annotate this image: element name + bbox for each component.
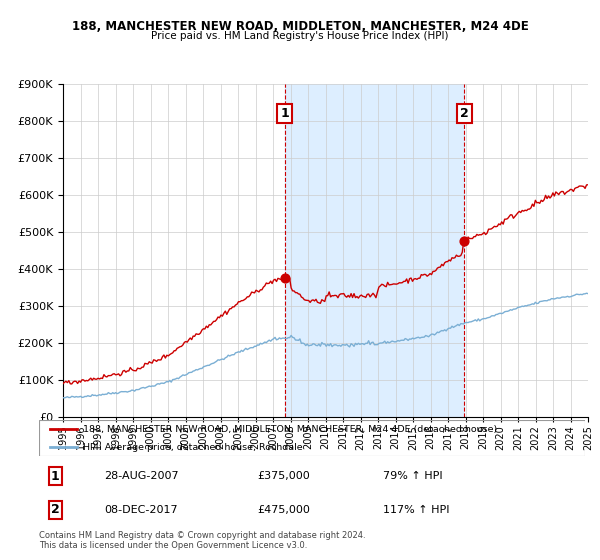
Text: 188, MANCHESTER NEW ROAD, MIDDLETON, MANCHESTER, M24 4DE: 188, MANCHESTER NEW ROAD, MIDDLETON, MAN…: [71, 20, 529, 32]
Text: 1: 1: [280, 107, 289, 120]
Text: 117% ↑ HPI: 117% ↑ HPI: [383, 505, 449, 515]
Text: 1: 1: [51, 469, 60, 483]
Point: [459, 237, 469, 246]
Text: HPI: Average price, detached house, Rochdale: HPI: Average price, detached house, Roch…: [83, 443, 302, 452]
Text: 2: 2: [51, 503, 60, 516]
Text: 188, MANCHESTER NEW ROAD, MIDDLETON, MANCHESTER, M24 4DE (detached house): 188, MANCHESTER NEW ROAD, MIDDLETON, MAN…: [83, 424, 497, 433]
Text: £475,000: £475,000: [257, 505, 310, 515]
Text: Contains HM Land Registry data © Crown copyright and database right 2024.
This d: Contains HM Land Registry data © Crown c…: [39, 531, 365, 550]
Text: 08-DEC-2017: 08-DEC-2017: [104, 505, 178, 515]
Point: [280, 274, 289, 283]
Text: 2: 2: [460, 107, 469, 120]
Text: 28-AUG-2007: 28-AUG-2007: [104, 471, 179, 481]
Text: 79% ↑ HPI: 79% ↑ HPI: [383, 471, 443, 481]
Text: Price paid vs. HM Land Registry's House Price Index (HPI): Price paid vs. HM Land Registry's House …: [151, 31, 449, 41]
Text: £375,000: £375,000: [257, 471, 310, 481]
Bar: [284, 84, 464, 417]
